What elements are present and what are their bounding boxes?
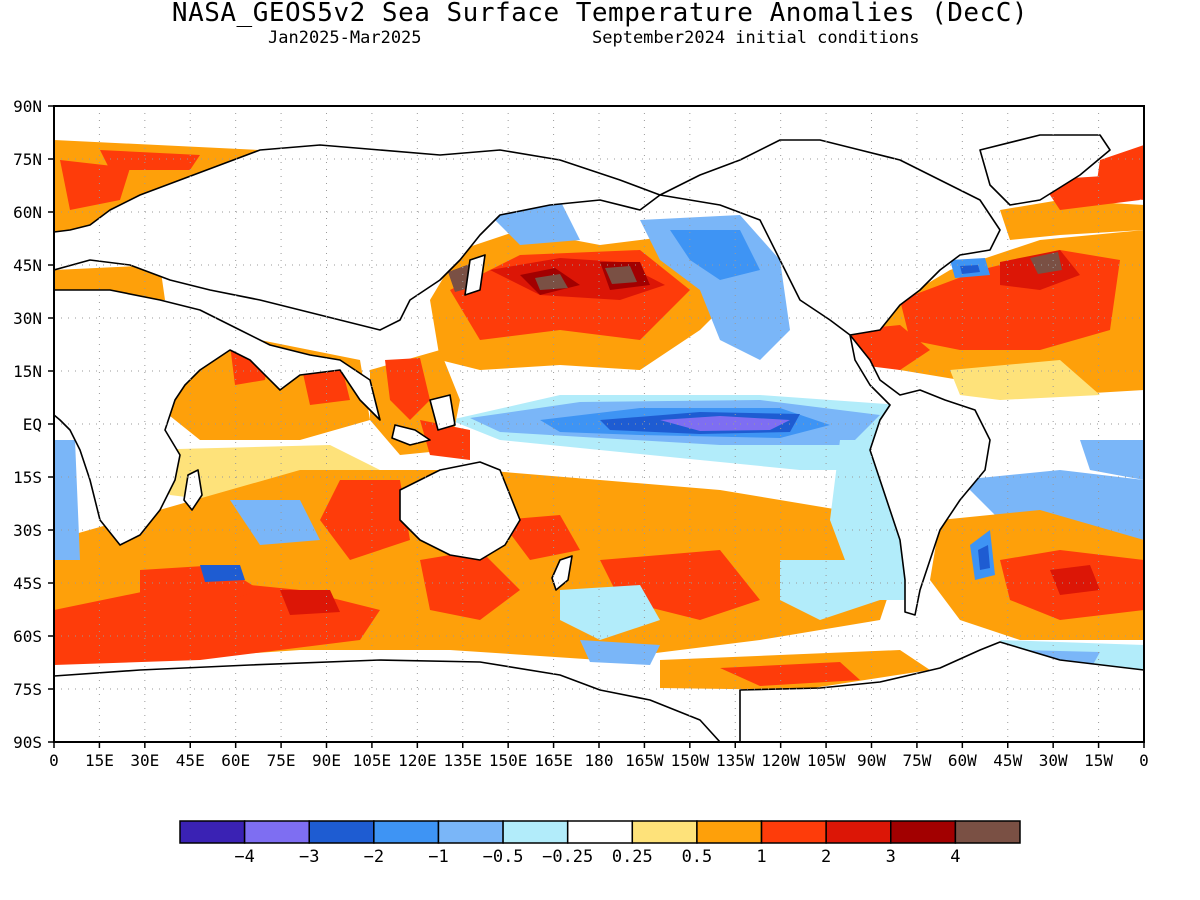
colorbar-label: −2 xyxy=(364,847,384,867)
lon-label: 135E xyxy=(443,751,482,770)
lon-label: 30E xyxy=(130,751,159,770)
colorbar-label: 1 xyxy=(756,847,766,867)
graticule xyxy=(54,106,1144,742)
lat-label: 45N xyxy=(13,256,42,275)
lon-label: 165W xyxy=(625,751,664,770)
lat-label: 90N xyxy=(13,97,42,116)
colorbar-swatch xyxy=(566,820,634,844)
longitude-axis: 0 15E 30E 45E 60E 75E 90E 105E 120E 135E 150E 165E 1… xyxy=(49,742,1149,770)
colorbar-label: 3 xyxy=(886,847,896,867)
lon-label: 75E xyxy=(267,751,296,770)
colorbar-label: −3 xyxy=(299,847,319,867)
lon-label: 15E xyxy=(85,751,114,770)
lon-label: 90W xyxy=(857,751,886,770)
colorbar-swatch xyxy=(890,820,957,844)
lon-label: 120W xyxy=(761,751,800,770)
lon-label: 60W xyxy=(948,751,977,770)
colorbar-swatch xyxy=(243,820,310,844)
colorbar-label: −1 xyxy=(428,847,448,867)
lat-label: 15S xyxy=(13,468,42,487)
lat-label: 45S xyxy=(13,574,42,593)
lon-label: 150E xyxy=(489,751,528,770)
lat-label: 60N xyxy=(13,203,42,222)
lat-label: 30N xyxy=(13,309,42,328)
lat-label: EQ xyxy=(23,415,42,434)
colorbar-swatch xyxy=(179,820,246,844)
lon-label: 165E xyxy=(534,751,573,770)
lon-label: 60E xyxy=(221,751,250,770)
colorbar-labels: −4 −3 −2 −1 −0.5 −0.25 0.25 0.5 1 2 3 4 xyxy=(234,847,960,867)
lon-label: 90E xyxy=(312,751,341,770)
lon-label: 150W xyxy=(671,751,710,770)
lon-label: 15W xyxy=(1084,751,1113,770)
colorbar-swatch xyxy=(373,820,440,844)
lat-label: 15N xyxy=(13,362,42,381)
colorbar-label: 4 xyxy=(950,847,960,867)
lat-label: 75N xyxy=(13,150,42,169)
lon-label: 0 xyxy=(49,751,59,770)
lon-label: 105E xyxy=(353,751,392,770)
initial-conditions: September2024 initial conditions xyxy=(592,28,920,48)
lon-label: 45E xyxy=(176,751,205,770)
colorbar-swatch xyxy=(760,820,827,844)
lon-label: 135W xyxy=(716,751,755,770)
colorbar-label: −0.25 xyxy=(542,847,593,867)
lon-label: 120E xyxy=(398,751,437,770)
colorbar-label: 2 xyxy=(821,847,831,867)
forecast-period: Jan2025-Mar2025 xyxy=(268,28,422,48)
lat-label: 90S xyxy=(13,733,42,752)
lon-label: 75W xyxy=(902,751,931,770)
colorbar-label: −4 xyxy=(234,847,254,867)
lat-label: 30S xyxy=(13,521,42,540)
colorbar-label: 0.5 xyxy=(682,847,713,867)
colorbar-swatch xyxy=(825,820,892,844)
lon-label: 0 xyxy=(1139,751,1149,770)
lon-label: 30W xyxy=(1039,751,1068,770)
colorbar-swatch xyxy=(437,820,504,844)
colorbar xyxy=(179,820,1021,844)
latitude-axis: 90N 75N 60N 45N 30N 15N EQ 15S 30S 45S 60S 75S 90S xyxy=(13,97,54,752)
colorbar-swatch xyxy=(631,820,698,844)
map-title: NASA_GEOS5v2 Sea Surface Temperature Ano… xyxy=(171,0,1029,28)
lon-label: 105W xyxy=(807,751,846,770)
colorbar-swatch xyxy=(308,820,375,844)
colorbar-swatch xyxy=(954,820,1021,844)
colorbar-label: −0.5 xyxy=(483,847,524,867)
lon-label: 180 xyxy=(585,751,614,770)
colorbar-swatch xyxy=(696,820,763,844)
colorbar-swatch xyxy=(502,820,569,844)
lon-label: 45W xyxy=(993,751,1022,770)
lat-label: 60S xyxy=(13,627,42,646)
colorbar-label: 0.25 xyxy=(612,847,653,867)
land-outlines xyxy=(54,134,1144,742)
lat-label: 75S xyxy=(13,680,42,699)
